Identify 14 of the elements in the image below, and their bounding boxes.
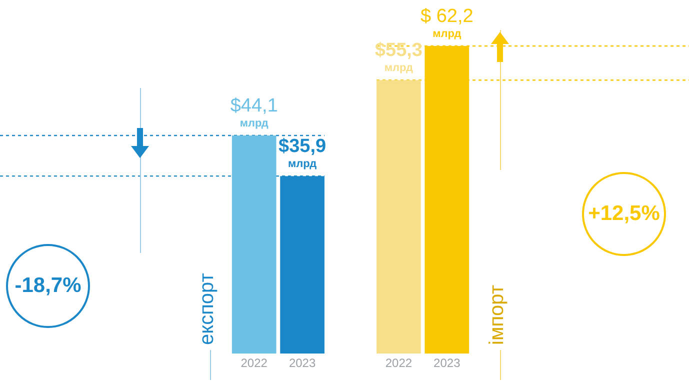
data-label: $35,9 млрд [278, 136, 326, 170]
bar [376, 80, 421, 354]
text: експорт [196, 273, 219, 345]
x-tick-label: 2023 [288, 356, 316, 370]
data-label: $55,3 млрд [374, 40, 422, 74]
x-tick-label: 2023 [434, 356, 461, 370]
text: +12,5% [582, 172, 666, 256]
data-label: $ 62,2 млрд [420, 6, 474, 40]
data-label: $44,1 млрд [230, 96, 278, 130]
x-tick-label: 2022 [385, 356, 412, 370]
x-tick-label: 2022 [240, 356, 268, 370]
text: -18,7% [6, 244, 90, 328]
bar [232, 136, 276, 354]
text: імпорт [486, 285, 509, 345]
